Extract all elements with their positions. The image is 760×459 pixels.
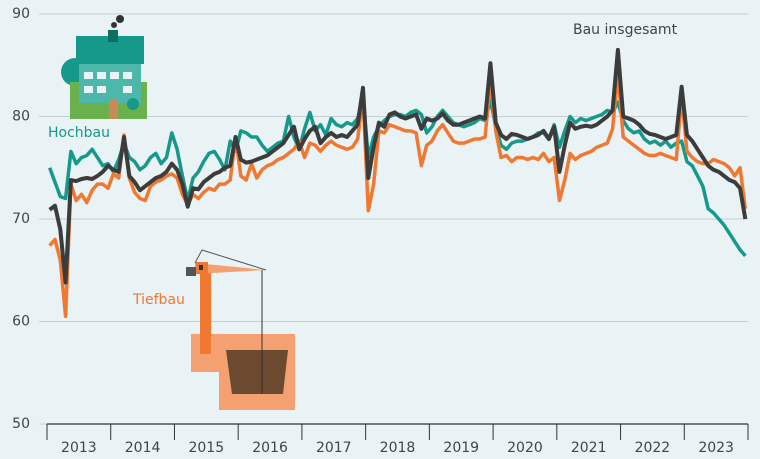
series-line [48,71,748,319]
lines [48,47,748,319]
y-tick-label: 90 [12,6,30,22]
x-tick-label: 2018 [380,440,416,456]
x-tick-label: 2017 [316,440,352,456]
x-tick-label: 2019 [443,440,479,456]
x-tick-label: 2021 [571,440,607,456]
y-tick-label: 50 [12,416,30,432]
house-icon [61,15,147,119]
x-tick-label: 2014 [125,440,161,456]
y-tick-label: 70 [12,211,30,227]
labels: Hochbau Tiefbau Bau insgesamt [48,22,678,308]
series-label: Hochbau [48,125,110,141]
series-label: Bau insgesamt [573,22,678,38]
series-label: Tiefbau [132,292,185,308]
series-line [48,47,748,285]
x-tick-label: 2015 [188,440,224,456]
x-tick-label: 2016 [252,440,288,456]
x-tick-label: 2020 [507,440,543,456]
x-tick-label: 2023 [698,440,734,456]
x-tick-label: 2013 [61,440,97,456]
crane-icon [186,249,295,410]
x-tick-label: 2022 [635,440,671,456]
y-tick-label: 80 [12,109,30,125]
grid: 50 60 70 80 90 2013 2014 2015 2016 2017 2018 2019 20… [12,6,749,456]
y-tick-label: 60 [12,314,30,330]
